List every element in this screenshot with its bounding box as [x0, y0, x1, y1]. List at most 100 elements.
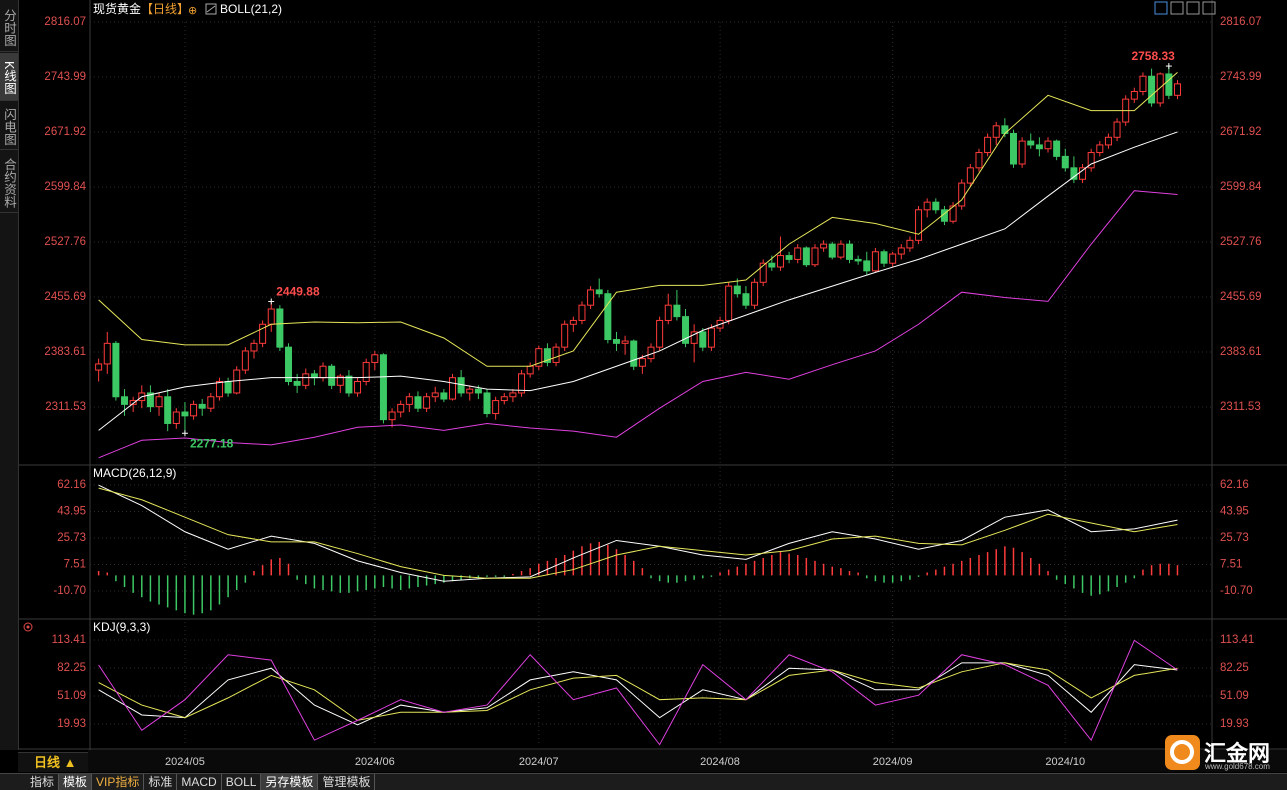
side-tab[interactable]: 分时图 — [0, 2, 18, 52]
candle-body — [518, 373, 526, 394]
tab[interactable]: VIP指标 — [92, 774, 145, 790]
x-tick-label: 2024/05 — [165, 756, 205, 768]
candle-body — [984, 136, 992, 154]
candle-body — [802, 247, 810, 266]
y-tick-label: 113.41 — [1220, 634, 1254, 646]
tab[interactable]: 模板 — [59, 774, 93, 790]
y-tick-label: 19.93 — [1220, 718, 1249, 730]
candle-body — [146, 392, 154, 408]
candle-body — [474, 388, 482, 394]
candle-body — [638, 358, 646, 367]
candle-body — [932, 201, 940, 211]
bottom-tabs: 指标 模板 VIP指标 标准 MACD BOLL 另存模板 管理模板 — [0, 773, 1287, 790]
candle-body — [1096, 144, 1104, 154]
tab[interactable]: 指标 — [26, 774, 60, 790]
period-button[interactable]: 日线 ▲ — [18, 752, 88, 772]
indicator-line — [98, 484, 1178, 582]
y-tick-label: 2671.92 — [1220, 126, 1262, 138]
y-tick-label: 25.73 — [1220, 532, 1249, 544]
y-tick-label: 2527.76 — [44, 236, 86, 248]
toolbar-icon[interactable] — [1202, 1, 1216, 15]
side-tab[interactable]: 合约资料 — [0, 151, 18, 213]
candle-body — [198, 403, 206, 409]
candle-body — [362, 361, 370, 382]
candle-body — [155, 396, 163, 408]
candle-body — [1139, 75, 1147, 92]
tab[interactable]: 另存模板 — [261, 774, 319, 790]
candle-body — [992, 125, 1000, 138]
y-tick-label: 2383.61 — [1220, 346, 1262, 358]
candle-body — [949, 205, 957, 222]
candle-body — [500, 396, 508, 402]
indicator-label: BOLL(21,2) — [220, 2, 282, 16]
y-tick-label: 43.95 — [57, 505, 86, 517]
y-tick-label: 2816.07 — [44, 16, 86, 28]
candle-body — [310, 373, 318, 379]
indicator-icon[interactable] — [205, 3, 217, 15]
candle-body — [630, 340, 638, 367]
annotation-label: 2449.88 — [276, 285, 320, 299]
candle-body — [975, 152, 983, 169]
candle-body — [906, 239, 914, 249]
tab[interactable]: 管理模板 — [318, 774, 376, 790]
candle-body — [215, 380, 223, 398]
candle-body — [276, 308, 284, 348]
candle-body — [121, 396, 129, 405]
candle-body — [612, 339, 620, 344]
candle-body — [1130, 90, 1138, 100]
candle-body — [621, 340, 629, 344]
candle-body — [923, 201, 931, 211]
candle-body — [1156, 73, 1164, 104]
toolbar-icon[interactable] — [1186, 1, 1200, 15]
candle-body — [492, 400, 500, 415]
x-tick-label: 2024/10 — [1045, 756, 1085, 768]
candle-body — [241, 350, 249, 371]
candle-body — [388, 411, 396, 421]
candle-body — [561, 323, 569, 348]
kdj-icon — [26, 625, 30, 629]
tab[interactable]: MACD — [177, 774, 222, 790]
y-tick-label: 7.51 — [64, 558, 86, 570]
toolbar-icon[interactable] — [1154, 1, 1168, 15]
candle-body — [1079, 167, 1087, 180]
candle-body — [785, 255, 793, 260]
candle-body — [966, 167, 974, 184]
logo-url: www.gold678.com — [1205, 762, 1270, 771]
candle-body — [733, 285, 741, 295]
candle-body — [569, 319, 577, 325]
sidebar: 分时图 K线图 闪电图 合约资料 — [0, 0, 19, 750]
logo-icon — [1170, 740, 1194, 764]
candle-body — [267, 308, 275, 325]
candle-body — [250, 342, 258, 352]
candle-body — [259, 323, 267, 344]
candle-body — [466, 388, 474, 394]
candle-body — [759, 262, 767, 283]
toolbar-icon[interactable] — [1170, 1, 1184, 15]
candle-body — [673, 304, 681, 318]
candle-body — [690, 331, 698, 344]
indicator-line — [98, 131, 1178, 431]
side-tab[interactable]: 闪电图 — [0, 102, 18, 150]
background — [18, 0, 1287, 790]
y-tick-label: 62.16 — [1220, 479, 1249, 491]
candle-body — [725, 285, 733, 321]
kdj-icon[interactable] — [23, 622, 33, 632]
candle-body — [483, 392, 491, 415]
candle-body — [354, 380, 362, 394]
candle-body — [423, 396, 431, 409]
candle-body — [854, 258, 862, 262]
chart-title: 现货黄金 — [93, 1, 141, 16]
candle-body — [794, 247, 802, 260]
side-tab[interactable]: K线图 — [0, 53, 18, 101]
add-icon[interactable]: ⊕ — [188, 5, 197, 17]
tab[interactable]: BOLL — [222, 774, 262, 790]
candle-body — [207, 396, 215, 409]
candle-body — [1018, 140, 1026, 165]
candle-body — [751, 281, 759, 306]
candle-body — [379, 354, 387, 421]
x-tick-label: 2024/07 — [519, 756, 559, 768]
candle-body — [414, 396, 422, 409]
candle-body — [103, 342, 111, 365]
y-tick-label: 2527.76 — [1220, 236, 1262, 248]
tab[interactable]: 标准 — [144, 774, 178, 790]
